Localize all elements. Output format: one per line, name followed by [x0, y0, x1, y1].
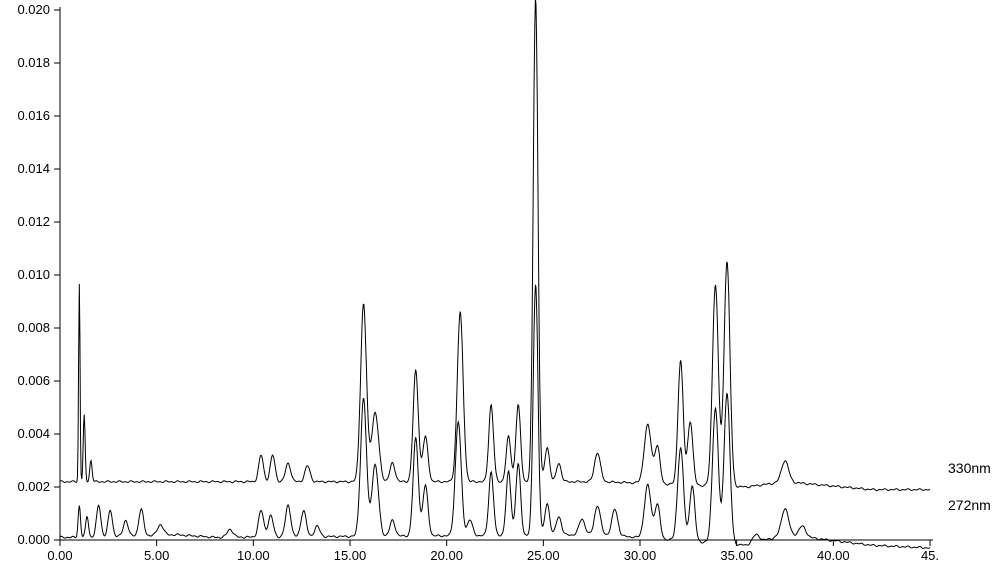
y-tick-label: 0.014 [17, 161, 50, 176]
trace-label: 330nm [948, 460, 991, 476]
y-tick-label: 0.002 [17, 479, 50, 494]
y-tick-label: 0.012 [17, 214, 50, 229]
x-tick-label: 10.00 [237, 548, 270, 563]
x-tick-label: 30.00 [624, 548, 657, 563]
y-tick-label: 0.006 [17, 373, 50, 388]
y-tick-label: 0.010 [17, 267, 50, 282]
chromatogram-trace-330nm [60, 0, 930, 491]
x-tick-label: 0.00 [47, 548, 72, 563]
y-tick-label: 0.020 [17, 2, 50, 17]
x-tick-label: 40.00 [817, 548, 850, 563]
y-tick-label: 0.004 [17, 426, 50, 441]
chromatogram-chart: 0.000 0.002 0.004 0.006 0.008 0.010 0.012 0.014… [0, 0, 1000, 579]
y-tick-label: 0.008 [17, 320, 50, 335]
x-tick-label: 5.00 [144, 548, 169, 563]
trace-label: 272nm [948, 497, 991, 513]
x-tick-label: 20.00 [430, 548, 463, 563]
x-tick-label: 35.00 [720, 548, 753, 563]
y-tick-label: 0.000 [17, 532, 50, 547]
x-tick-label: 15.00 [334, 548, 367, 563]
y-tick-label: 0.018 [17, 55, 50, 70]
chromatogram-trace-272nm [60, 285, 930, 549]
x-tick-label: 45. [921, 548, 939, 563]
x-tick-label: 25.00 [527, 548, 560, 563]
y-tick-label: 0.016 [17, 108, 50, 123]
